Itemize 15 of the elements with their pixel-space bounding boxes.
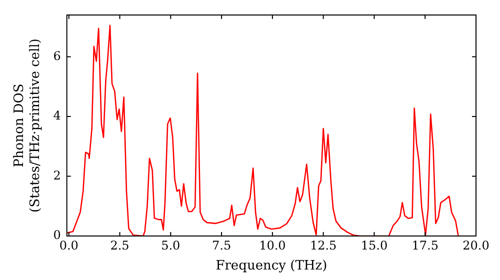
x-tick-label: 7.5 [212,238,232,252]
x-tick-label: 17.5 [412,238,438,252]
x-tick-label: 0.0 [59,238,78,252]
x-tick-label: 12.5 [310,238,337,252]
x-tick-label: 5.0 [161,238,180,252]
x-tick-label: 15.0 [360,238,388,252]
x-tick-label: 10.0 [259,238,286,252]
y-tick-label: 0 [53,228,61,242]
y-tick-label: 6 [53,48,61,63]
x-tick-label: 2.5 [110,238,130,252]
y-tick-label: 4 [53,108,62,123]
x-axis-title: Frequency (THz) [216,258,328,274]
y-tick-label: 2 [53,168,61,182]
x-tick-label: 20.0 [462,238,490,252]
y-axis-title: Phonon DOS (States/THz·primitive cell) [12,38,43,213]
